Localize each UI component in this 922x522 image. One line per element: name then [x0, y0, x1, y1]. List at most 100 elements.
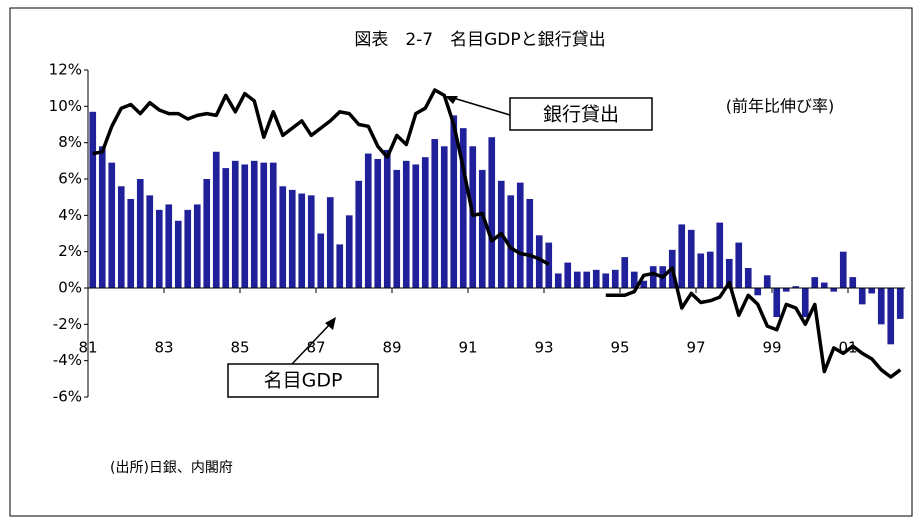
x-tick-label: 87	[306, 339, 325, 357]
bar	[165, 204, 173, 288]
y-tick-label: 10%	[49, 97, 82, 115]
bar	[89, 111, 97, 289]
arrow	[449, 96, 511, 116]
x-tick-label: 93	[534, 339, 553, 357]
bar	[535, 235, 543, 288]
bar	[155, 209, 163, 288]
line	[92, 88, 902, 379]
subtitle: (前年比伸び率)	[726, 97, 835, 116]
bar	[193, 204, 201, 288]
bar	[127, 198, 135, 288]
bar	[763, 275, 771, 288]
bar	[488, 137, 496, 288]
bar	[478, 169, 486, 288]
bar	[241, 164, 249, 288]
bar	[260, 162, 268, 288]
bar	[364, 153, 372, 288]
bar	[98, 146, 106, 288]
y-tick-label: 8%	[58, 133, 82, 151]
bar	[374, 159, 382, 288]
annotation: 名目GDP	[264, 370, 343, 392]
bar	[393, 169, 401, 288]
x-tick-label: 91	[458, 339, 477, 357]
bar	[222, 168, 230, 288]
bar	[326, 197, 334, 288]
x-tick-label: 99	[762, 339, 781, 357]
bar	[592, 269, 600, 288]
bar	[108, 162, 116, 288]
y-tick-label: -2%	[53, 315, 82, 333]
y-tick-label: 6%	[58, 170, 82, 188]
bar	[336, 244, 344, 288]
bar	[830, 288, 838, 292]
bar	[573, 271, 581, 288]
bar	[839, 251, 847, 288]
bar	[868, 288, 876, 294]
bar	[269, 162, 277, 288]
y-tick-label: -6%	[53, 388, 82, 406]
bar	[117, 186, 125, 288]
bar	[421, 157, 429, 288]
bar	[545, 242, 553, 288]
y-tick-label: 2%	[58, 242, 82, 260]
bar	[858, 288, 866, 305]
source: (出所)日銀、内閣府	[110, 460, 233, 476]
bar	[184, 209, 192, 288]
arrow-head	[325, 317, 336, 330]
annotation: 銀行貸出	[543, 104, 619, 126]
bar	[716, 222, 724, 288]
bar	[298, 193, 306, 288]
bar	[602, 273, 610, 288]
bar	[687, 229, 695, 288]
bar	[754, 288, 762, 296]
y-tick-label: 0%	[58, 279, 82, 297]
bar	[621, 257, 629, 288]
bar	[516, 182, 524, 288]
bar	[203, 179, 211, 288]
bar	[526, 198, 534, 288]
bar	[564, 262, 572, 288]
bar	[744, 268, 752, 288]
bar	[640, 280, 648, 288]
annotation-box	[227, 363, 379, 398]
bar	[896, 288, 904, 319]
bar	[649, 266, 657, 288]
bar	[412, 164, 420, 288]
x-tick-label: 89	[382, 339, 401, 357]
bar	[811, 277, 819, 288]
bar	[355, 180, 363, 288]
bar	[507, 195, 515, 288]
bar	[630, 271, 638, 288]
x-tick-label: 95	[610, 339, 629, 357]
bar	[849, 277, 857, 288]
bar	[678, 224, 686, 288]
plot: -6%-4%-2%0%2%4%6%8%10%12%81 83 85 87 89 91 93 9…	[49, 61, 905, 406]
y-tick-label: 4%	[58, 206, 82, 224]
bar	[706, 251, 714, 288]
bar	[801, 288, 809, 318]
bar	[611, 269, 619, 288]
y-tick-label: -4%	[53, 351, 82, 369]
x-tick-label: 83	[154, 339, 173, 357]
bar	[773, 288, 781, 318]
bar	[697, 253, 705, 288]
bar	[725, 258, 733, 288]
bar	[345, 215, 353, 288]
bar	[877, 288, 885, 325]
bar	[782, 288, 790, 292]
arrow	[291, 321, 333, 365]
bar	[317, 233, 325, 288]
bar	[383, 149, 391, 288]
bar	[459, 128, 467, 288]
bar	[469, 146, 477, 288]
bar	[440, 146, 448, 288]
bar	[288, 189, 296, 288]
bar	[554, 273, 562, 288]
annotation-box	[509, 97, 653, 131]
bar	[735, 242, 743, 288]
bar	[820, 282, 828, 288]
bar	[250, 160, 258, 288]
bar	[212, 151, 220, 288]
x-tick-label: 97	[686, 339, 705, 357]
bar	[279, 186, 287, 288]
